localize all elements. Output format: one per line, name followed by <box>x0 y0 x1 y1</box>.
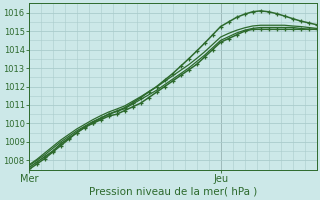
X-axis label: Pression niveau de la mer( hPa ): Pression niveau de la mer( hPa ) <box>89 187 257 197</box>
